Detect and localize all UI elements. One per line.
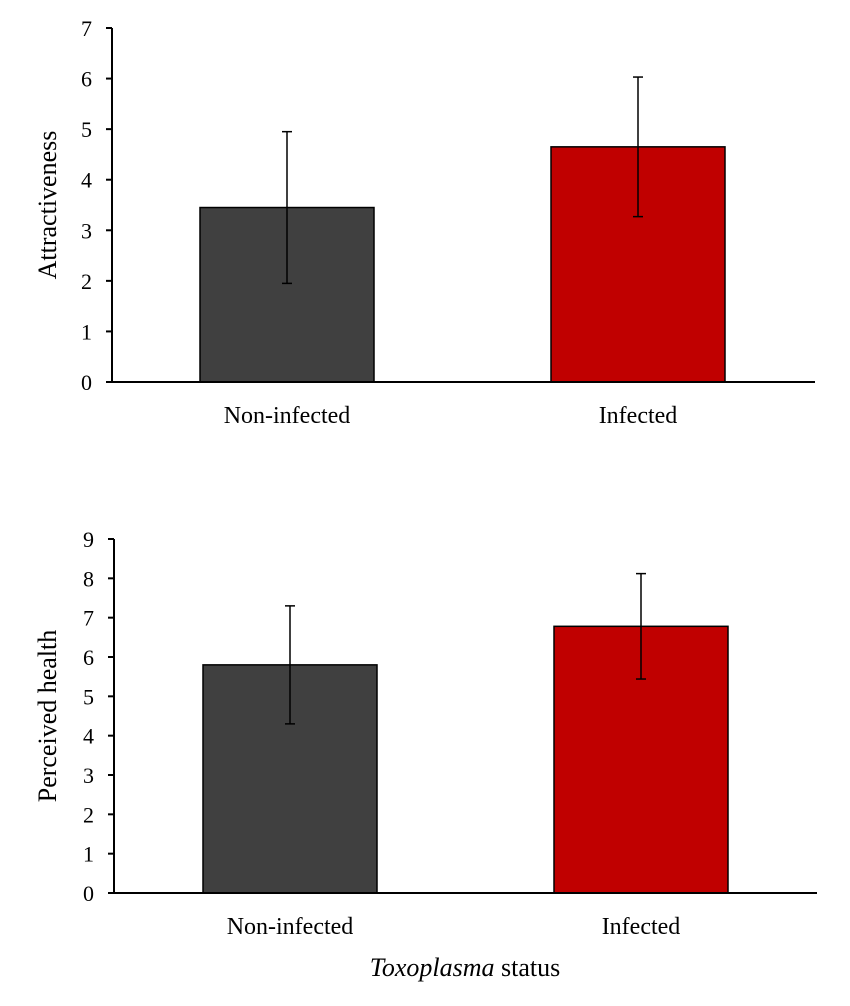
category-label: Non-infected bbox=[227, 914, 354, 940]
y-tick-label: 2 bbox=[83, 802, 94, 827]
y-tick-label: 9 bbox=[83, 527, 94, 552]
y-axis-label: Perceived health bbox=[33, 630, 62, 803]
category-label: Non-infected bbox=[224, 403, 351, 429]
y-tick-label: 7 bbox=[83, 606, 94, 631]
y-tick-label: 0 bbox=[81, 370, 92, 395]
y-tick-label: 4 bbox=[83, 724, 94, 749]
y-tick-label: 5 bbox=[81, 117, 92, 142]
y-tick-label: 1 bbox=[83, 842, 94, 867]
category-label: Infected bbox=[602, 914, 681, 940]
x-axis-label-italic: Toxoplasma bbox=[370, 953, 495, 982]
attractiveness-chart: 0 1 2 3 4 5 6 7 Non-infected Infected Attractivene… bbox=[33, 16, 815, 429]
x-axis-label: Toxoplasma status bbox=[370, 953, 560, 982]
y-tick-label: 8 bbox=[83, 566, 94, 591]
y-tick-label: 2 bbox=[81, 269, 92, 294]
y-tick-label: 6 bbox=[83, 645, 94, 670]
y-tick-label: 3 bbox=[81, 218, 92, 243]
x-axis-label-rest: status bbox=[495, 953, 561, 982]
y-tick-label: 1 bbox=[81, 319, 92, 344]
y-tick-label: 3 bbox=[83, 763, 94, 788]
y-tick-label: 6 bbox=[81, 67, 92, 92]
y-tick-label: 7 bbox=[81, 16, 92, 41]
y-tick-label: 0 bbox=[83, 881, 94, 906]
y-axis-label: Attractiveness bbox=[33, 131, 62, 280]
category-label: Infected bbox=[599, 403, 678, 429]
y-tick-label: 5 bbox=[83, 684, 94, 709]
y-tick-label: 4 bbox=[81, 168, 92, 193]
perceived-health-chart: 0 1 2 3 4 5 6 7 8 9 Non-infected Infected Perceived … bbox=[33, 527, 817, 940]
